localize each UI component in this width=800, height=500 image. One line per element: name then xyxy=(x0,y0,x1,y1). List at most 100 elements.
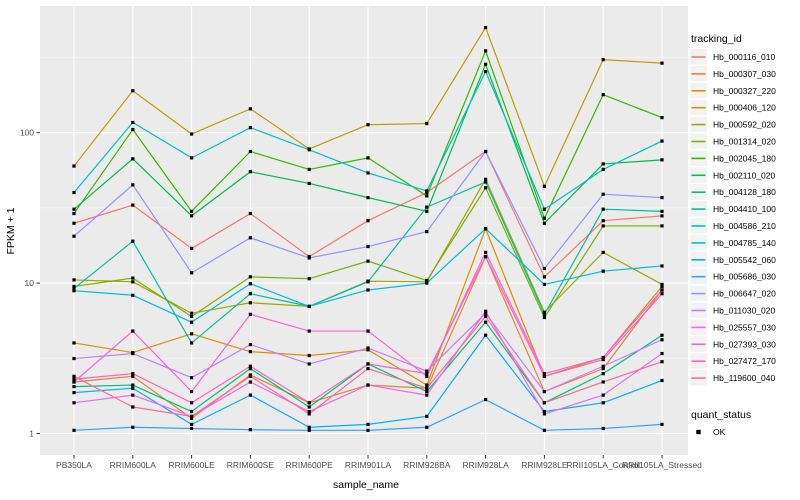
data-point xyxy=(307,401,311,405)
data-point xyxy=(601,372,605,376)
data-point xyxy=(484,177,488,181)
data-point xyxy=(131,372,135,376)
y-tick-label: 1 xyxy=(29,429,34,439)
data-point xyxy=(307,167,311,172)
data-point xyxy=(542,216,546,220)
data-point xyxy=(425,205,429,209)
data-point xyxy=(190,209,194,213)
data-point xyxy=(190,376,194,380)
data-point xyxy=(131,120,135,125)
data-point xyxy=(484,227,488,231)
x-tick-label: PB350LA xyxy=(56,460,92,470)
data-point xyxy=(660,351,664,356)
data-point xyxy=(190,271,194,275)
data-point xyxy=(601,364,605,368)
legend-label: Hb_004410_100 xyxy=(713,204,776,214)
data-point xyxy=(601,167,605,172)
data-point xyxy=(131,127,135,132)
x-tick-label: RRIM901LA xyxy=(345,460,392,470)
data-point xyxy=(248,107,252,111)
data-point xyxy=(248,211,252,216)
data-point xyxy=(248,367,252,371)
data-point xyxy=(131,280,135,284)
legend-label: Hb_005542_060 xyxy=(713,255,776,265)
data-point xyxy=(425,278,429,283)
data-point xyxy=(72,428,76,432)
data-point xyxy=(484,309,488,313)
data-point xyxy=(72,377,76,381)
legend-label: Hb_004785_140 xyxy=(713,238,776,248)
data-point xyxy=(131,239,135,243)
data-point xyxy=(660,292,664,296)
data-point xyxy=(601,250,605,255)
data-point xyxy=(131,276,135,280)
data-point xyxy=(131,183,135,187)
data-point xyxy=(660,61,664,65)
data-point xyxy=(425,369,429,373)
x-tick-label: RRIM600PE xyxy=(286,460,334,470)
data-point xyxy=(660,288,664,292)
data-point xyxy=(366,383,370,387)
data-point xyxy=(307,329,311,333)
data-point xyxy=(366,288,370,292)
data-point xyxy=(660,209,664,213)
data-point xyxy=(72,289,76,293)
data-point xyxy=(601,192,605,196)
data-point xyxy=(190,341,194,345)
data-point xyxy=(248,428,252,432)
data-point xyxy=(131,405,135,409)
data-point xyxy=(190,409,194,414)
x-tick-label: RRIM928BA xyxy=(403,460,451,470)
data-point xyxy=(190,132,194,136)
data-point xyxy=(601,93,605,97)
x-tick-label: RRIM600LE xyxy=(168,460,215,470)
data-point xyxy=(601,219,605,223)
data-point xyxy=(190,414,194,418)
data-point xyxy=(190,389,194,394)
data-point xyxy=(131,393,135,397)
data-point xyxy=(72,380,76,384)
data-point xyxy=(307,148,311,152)
data-point xyxy=(307,412,311,416)
data-point xyxy=(542,428,546,432)
legend-label: Hb_000592_020 xyxy=(713,120,776,130)
data-point xyxy=(484,25,488,30)
data-point xyxy=(484,255,488,259)
data-point xyxy=(72,286,76,291)
y-axis-title: FPKM + 1 xyxy=(5,207,17,254)
data-point xyxy=(366,329,370,333)
data-point xyxy=(484,69,488,74)
legend-title-quant-status: quant_status xyxy=(691,409,751,421)
y-tick-label: 10 xyxy=(25,278,35,288)
data-point xyxy=(72,207,76,211)
data-point xyxy=(366,348,370,352)
data-point xyxy=(307,256,311,260)
data-point xyxy=(72,234,76,238)
data-point xyxy=(660,378,664,383)
data-point xyxy=(190,311,194,315)
legend-label: Hb_027393_030 xyxy=(713,339,776,349)
data-point xyxy=(660,116,664,120)
data-point xyxy=(425,281,429,285)
data-point xyxy=(131,386,135,390)
data-point xyxy=(131,157,135,161)
data-point xyxy=(131,425,135,429)
data-point xyxy=(248,312,252,316)
data-point xyxy=(307,353,311,358)
data-point xyxy=(601,224,605,228)
data-point xyxy=(190,332,194,336)
data-point xyxy=(660,139,664,143)
data-point xyxy=(366,346,370,350)
data-point xyxy=(190,314,194,319)
data-point xyxy=(366,367,370,371)
data-point xyxy=(425,386,429,390)
data-point xyxy=(601,162,605,166)
data-point xyxy=(366,244,370,249)
data-point xyxy=(542,221,546,225)
data-point xyxy=(660,284,664,289)
data-point xyxy=(660,196,664,200)
data-point xyxy=(542,207,546,211)
data-point xyxy=(248,374,252,378)
data-point xyxy=(484,314,488,319)
